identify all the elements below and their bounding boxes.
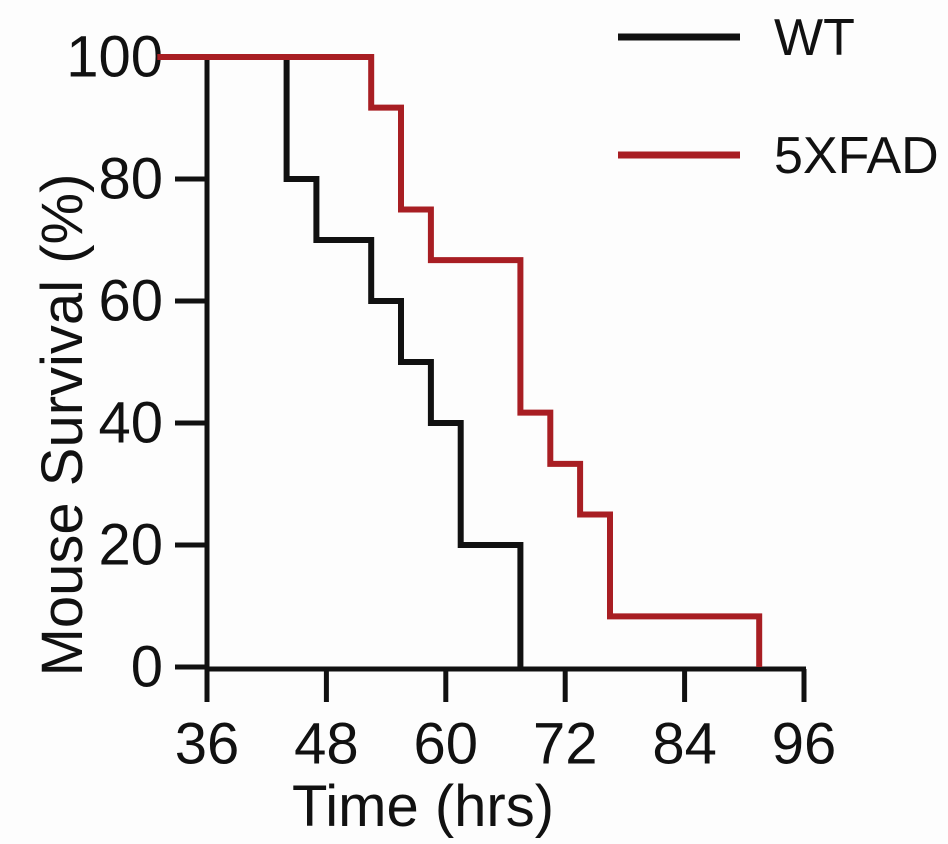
y-ticks	[175, 54, 207, 670]
x-tick-label: 60	[414, 712, 479, 777]
wt-curve	[157, 54, 524, 667]
y-tick-label: 40	[98, 391, 163, 456]
y-axis-title: Mouse Survival (%)	[30, 174, 95, 677]
x-axis-title: Time (hrs)	[292, 774, 554, 839]
y-tick-label: 80	[98, 147, 163, 212]
axes: 36 48 60 72 84 96 0 20 40 60 80 100	[66, 25, 836, 777]
x-tick-labels: 36 48 60 72 84 96	[175, 712, 837, 777]
y-tick-label: 100	[66, 25, 163, 90]
x-tick-label: 36	[175, 712, 240, 777]
legend-wt-label: WT	[774, 9, 855, 67]
y-tick-labels: 0 20 40 60 80 100	[66, 25, 163, 700]
y-tick-label: 0	[131, 635, 163, 700]
legend-5xfad-label: 5XFAD	[774, 127, 939, 185]
x-ticks	[204, 669, 807, 702]
5xfad-curve	[157, 54, 763, 667]
x-tick-label: 84	[652, 712, 717, 777]
y-tick-label: 60	[98, 269, 163, 334]
legend: WT 5XFAD	[618, 9, 939, 185]
survival-curves	[157, 54, 763, 667]
x-tick-label: 72	[533, 712, 598, 777]
x-tick-label: 48	[294, 712, 359, 777]
y-tick-label: 20	[98, 513, 163, 578]
x-tick-label: 96	[772, 712, 837, 777]
